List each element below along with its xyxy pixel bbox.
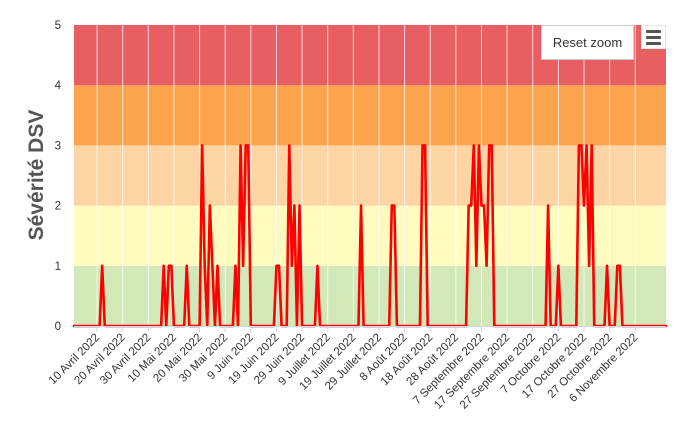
menu-bar xyxy=(646,41,661,45)
menu-bar xyxy=(646,35,661,39)
y-tick-label: 2 xyxy=(55,201,61,213)
y-axis: 0 1 2 3 4 5 xyxy=(55,20,62,333)
y-axis-title: Sévérité DSV xyxy=(25,110,48,241)
severity-band-1-2 xyxy=(74,205,666,266)
severity-bands xyxy=(74,25,666,326)
menu-bar xyxy=(646,29,661,33)
y-tick-label: 3 xyxy=(55,140,61,152)
severity-band-2-3 xyxy=(74,145,666,206)
hamburger-menu-icon[interactable] xyxy=(641,25,666,49)
severity-band-3-4 xyxy=(74,85,666,146)
y-tick-label: 4 xyxy=(55,80,62,92)
y-tick-label: 5 xyxy=(55,20,61,32)
y-tick-label: 0 xyxy=(55,321,61,333)
y-tick-label: 1 xyxy=(55,261,61,273)
reset-zoom-button[interactable]: Reset zoom xyxy=(541,25,634,60)
